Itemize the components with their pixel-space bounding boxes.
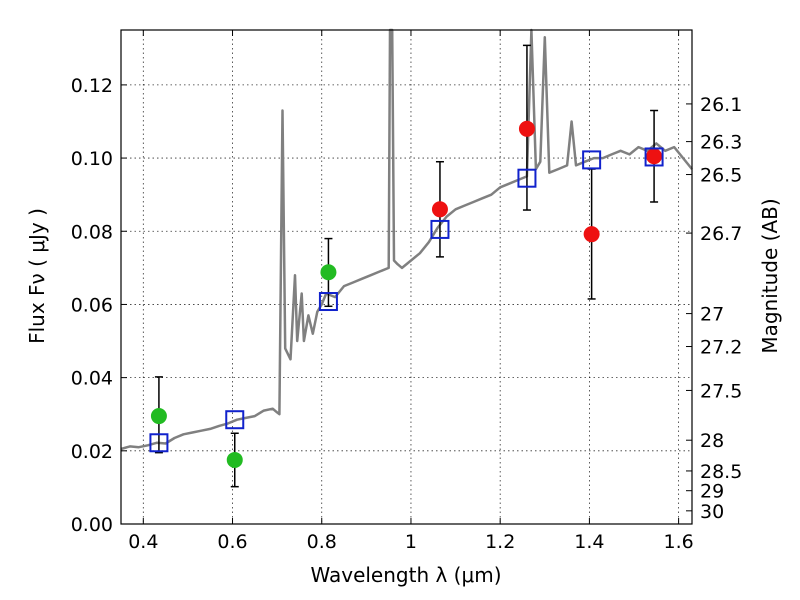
right-tick-label: 28 bbox=[700, 430, 724, 452]
x-tick-label: 1.2 bbox=[485, 531, 515, 553]
x-tick-label: 0.6 bbox=[217, 531, 247, 553]
spectrum-line bbox=[120, 28, 693, 451]
model-point bbox=[582, 150, 602, 170]
y-tick-label: 0.08 bbox=[71, 221, 113, 243]
error-bars bbox=[154, 44, 659, 488]
photometry-point bbox=[431, 201, 448, 218]
photometry-point bbox=[320, 264, 337, 281]
right-tick-label: 26.3 bbox=[700, 132, 742, 154]
right-tick-label: 27.5 bbox=[700, 380, 742, 402]
model-point bbox=[149, 433, 169, 453]
x-tick-label: 0.8 bbox=[307, 531, 337, 553]
right-tick-label: 30 bbox=[700, 501, 724, 523]
model-point bbox=[225, 410, 245, 430]
model-point bbox=[644, 147, 664, 167]
x-tick-label: 1.4 bbox=[574, 531, 604, 553]
y-tick-label: 0.00 bbox=[71, 514, 113, 536]
y-axis-label: Flux Fν ( μJy ) bbox=[25, 208, 49, 344]
data-markers bbox=[149, 120, 664, 468]
model-point bbox=[517, 168, 537, 188]
y-tick-label: 0.02 bbox=[71, 441, 113, 463]
y-tick-label: 0.10 bbox=[71, 148, 113, 170]
right-tick-label: 26.7 bbox=[700, 223, 742, 245]
y-tick-label: 0.06 bbox=[71, 294, 113, 316]
right-axis-label: Magnitude (AB) bbox=[758, 198, 782, 353]
model-point bbox=[430, 219, 450, 239]
x-axis-label: Wavelength λ (μm) bbox=[310, 563, 501, 587]
axis-ticks: 0.4 0.6 0.8 1 1.2 1.4 1.6 0.00 0.02 0.04 0.06 0.08 0… bbox=[71, 30, 742, 553]
model-point bbox=[318, 292, 338, 312]
plot-frame bbox=[120, 29, 693, 525]
right-tick-label: 26.5 bbox=[700, 165, 742, 187]
right-tick-label: 26.1 bbox=[700, 94, 742, 116]
photometry-point bbox=[226, 451, 243, 468]
right-tick-label: 27.2 bbox=[700, 337, 742, 359]
photometry-point bbox=[646, 148, 663, 165]
x-tick-label: 0.4 bbox=[128, 531, 158, 553]
right-tick-label: 29 bbox=[700, 481, 724, 503]
right-tick-label: 27 bbox=[700, 304, 724, 326]
right-tick-label: 28.5 bbox=[700, 461, 742, 483]
grid bbox=[121, 30, 692, 524]
x-tick-label: 1 bbox=[405, 531, 417, 553]
y-tick-label: 0.12 bbox=[71, 75, 113, 97]
x-tick-label: 1.6 bbox=[664, 531, 694, 553]
photometry-point bbox=[518, 120, 535, 137]
model-spectrum bbox=[120, 28, 693, 451]
y-tick-label: 0.04 bbox=[71, 368, 113, 390]
photometry-point bbox=[583, 226, 600, 243]
photometry-point bbox=[150, 408, 167, 425]
